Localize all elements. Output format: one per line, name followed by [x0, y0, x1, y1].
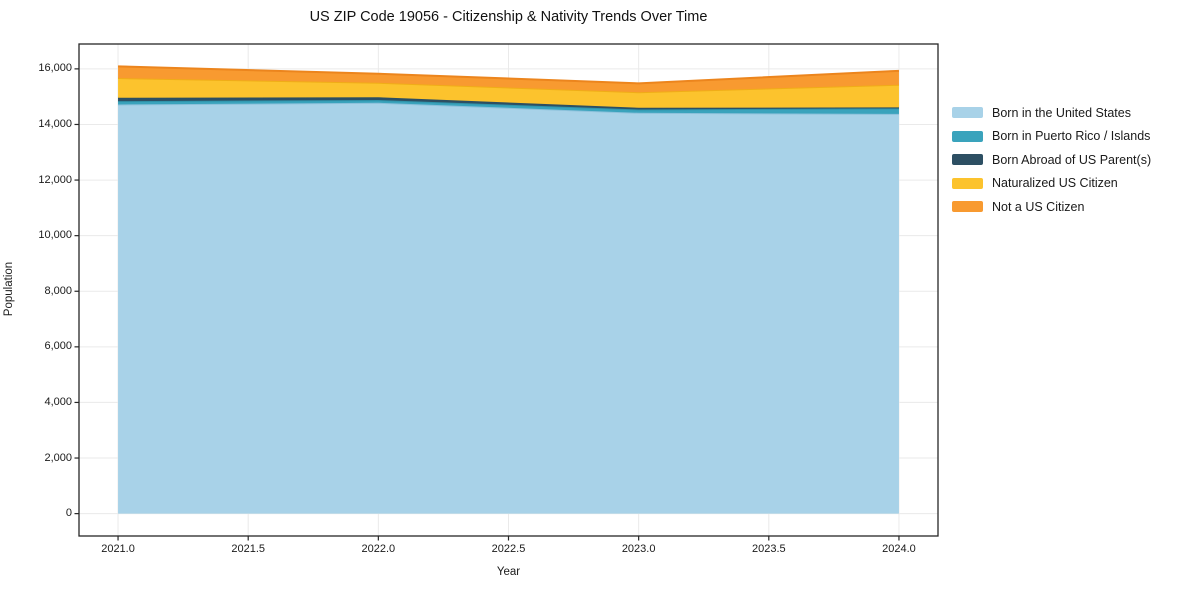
legend-item: Born in the United States	[952, 101, 1151, 125]
x-tick-label: 2021.0	[101, 543, 135, 555]
y-tick-label: 6,000	[44, 340, 72, 353]
x-tick-label: 2022.0	[361, 543, 396, 555]
y-tick-label: 12,000	[38, 173, 72, 186]
y-tick-label: 4,000	[44, 395, 72, 408]
y-tick-label: 16,000	[38, 62, 72, 75]
y-tick-label: 8,000	[44, 284, 72, 297]
legend-swatch	[952, 107, 983, 119]
legend-swatch	[952, 154, 983, 166]
legend-label: Born in Puerto Rico / Islands	[992, 129, 1151, 144]
x-tick-label: 2022.5	[491, 543, 526, 555]
legend-swatch	[952, 130, 983, 142]
y-tick-label: 14,000	[38, 117, 72, 130]
x-tick-label: 2021.5	[231, 543, 266, 555]
legend-label: Naturalized US Citizen	[992, 176, 1118, 191]
area-born-in-the-united-states	[118, 102, 899, 514]
legend-label: Not a US Citizen	[992, 199, 1085, 214]
legend-swatch	[952, 201, 983, 213]
legend-item: Born Abroad of US Parent(s)	[952, 148, 1151, 172]
area-born-in-puerto-rico-islands	[118, 100, 899, 114]
legend-label: Born Abroad of US Parent(s)	[992, 152, 1152, 167]
legend-swatch	[952, 177, 983, 189]
y-tick-label: 10,000	[38, 229, 72, 242]
legend-item: Naturalized US Citizen	[952, 172, 1151, 196]
area-edge	[118, 65, 900, 85]
y-axis-label: Population	[3, 261, 15, 317]
legend-item: Born in Puerto Rico / Islands	[952, 125, 1151, 149]
legend: Born in the United States Born in Puerto …	[952, 101, 1151, 219]
y-tick-label: 0	[65, 507, 72, 520]
legend-label: Born in the United States	[992, 105, 1131, 120]
area-naturalized-us-citizen	[118, 78, 899, 108]
x-axis-label: Year	[496, 566, 521, 578]
y-tick-label: 2,000	[44, 451, 72, 464]
x-tick-label: 2024.0	[882, 543, 916, 555]
x-tick-label: 2023.0	[621, 543, 656, 555]
legend-item: Not a US Citizen	[952, 195, 1151, 219]
chart-title: US ZIP Code 19056 - Citizenship & Nativi…	[309, 9, 708, 25]
x-tick-label: 2023.5	[751, 543, 786, 555]
